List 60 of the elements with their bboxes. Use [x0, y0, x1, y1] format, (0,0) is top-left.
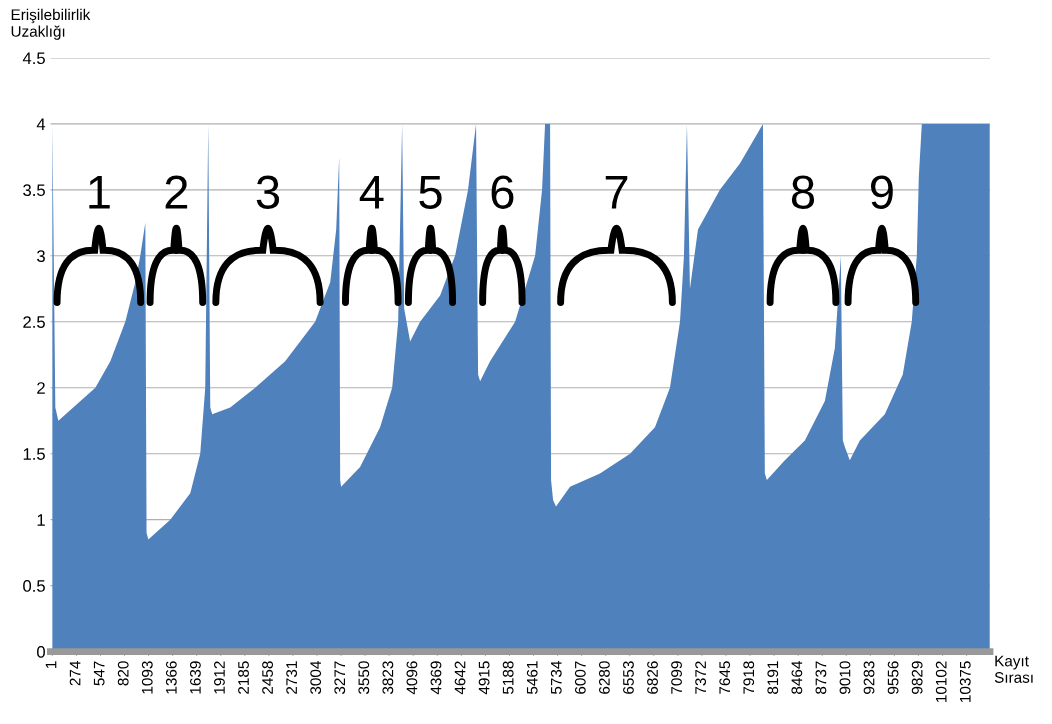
x-tick-label: 9829 [911, 661, 923, 694]
y-tick-label: 3 [37, 250, 45, 263]
annotation: 8 [791, 175, 815, 209]
x-tick-label: 9283 [863, 661, 875, 694]
y-tick-label: 1 [37, 514, 45, 526]
x-tick-label: 6553 [623, 661, 634, 694]
annotation: 1 [89, 175, 110, 209]
x-tick-label: 820 [117, 661, 129, 686]
x-tick-label: 9010 [839, 661, 851, 694]
x-tick-label: 8737 [815, 661, 827, 694]
x-tick-label: 7918 [743, 661, 755, 694]
x-tick-label: 274 [69, 661, 81, 686]
x-tick-label: 2731 [286, 661, 298, 694]
x-tick-label: 1639 [189, 661, 201, 694]
x-tick-label: 3823 [382, 661, 394, 695]
x-tick-label: 2185 [238, 661, 249, 694]
y-tick-label: 3.5 [23, 184, 45, 197]
x-tick-label: 3550 [358, 661, 370, 695]
x-tick-label: 547 [93, 661, 105, 686]
x-tick-label: 7099 [671, 661, 682, 694]
x-tick-label: 3277 [334, 661, 346, 695]
x-tick-label: 8191 [767, 661, 779, 694]
annotation: 6 [491, 175, 514, 209]
annotation: 3 [256, 175, 280, 209]
y-axis-title: Erişilebilirlik Uzaklığı [11, 8, 91, 40]
x-tick-label: 3004 [310, 661, 322, 695]
x-tick-label: 4915 [478, 661, 490, 695]
x-tick-label: 9556 [887, 661, 899, 694]
y-tick-label: 4.5 [22, 52, 45, 65]
x-tick-label: 6007 [574, 661, 586, 694]
y-tick-label: 2.5 [23, 316, 45, 328]
y-tick-label: 0 [37, 646, 45, 658]
x-tick-label: 5461 [526, 661, 538, 694]
y-tick-label: 1.5 [23, 448, 45, 460]
annotation: 5 [419, 175, 442, 209]
x-tick-label: 10375 [959, 661, 971, 702]
x-tick-label: 2458 [262, 661, 273, 694]
x-tick-label: 7645 [719, 661, 731, 694]
x-tick-label: 1093 [141, 661, 153, 694]
x-tick-label: 6826 [647, 661, 658, 694]
x-tick-label: 1366 [165, 661, 177, 694]
annotation: 7 [605, 175, 628, 209]
x-tick-label: 7372 [695, 661, 707, 694]
x-tick-label: 4369 [430, 661, 442, 695]
y-tick-label: 2 [37, 382, 45, 394]
x-tick-label: 4642 [454, 661, 466, 695]
x-tick-label: 6280 [598, 661, 610, 694]
x-tick-label: 1 [45, 661, 57, 668]
annotation: 4 [359, 175, 384, 209]
x-tick-label: 10102 [935, 661, 947, 702]
annotation: 9 [870, 175, 893, 209]
x-tick-label: 1912 [214, 661, 225, 694]
x-tick-label: 4096 [406, 661, 418, 695]
y-tick-label: 4 [36, 118, 46, 130]
x-tick-label: 8464 [791, 661, 803, 694]
y-tick-label: 0.5 [23, 580, 45, 592]
x-axis-title: Kayıt Sırası [994, 655, 1033, 683]
x-tick-label: 5734 [550, 661, 562, 694]
annotation: 2 [165, 175, 188, 209]
x-tick-label: 5188 [502, 661, 514, 694]
